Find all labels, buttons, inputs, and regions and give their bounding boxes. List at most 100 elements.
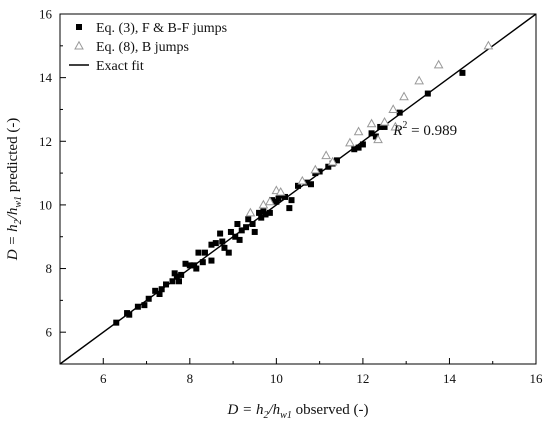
- square-point: [225, 249, 232, 256]
- square-point: [368, 130, 375, 137]
- square-point: [212, 240, 219, 247]
- triangle-point: [353, 126, 364, 136]
- triangle-point: [414, 75, 425, 85]
- triangle-point: [310, 164, 321, 174]
- square-point: [156, 291, 163, 297]
- square-point: [193, 265, 200, 272]
- square-point: [351, 146, 358, 153]
- y-tick-label: 6: [46, 325, 53, 340]
- square-point: [113, 319, 120, 326]
- square-point: [152, 287, 159, 294]
- plot-area-frame: [59, 13, 537, 365]
- square-point: [227, 228, 234, 235]
- y-tick-label: 14: [39, 70, 53, 85]
- y-axis-label: D = h2/hw1 predicted (-): [5, 118, 24, 262]
- square-point: [355, 144, 362, 151]
- square-point: [316, 168, 323, 175]
- x-tick-label: 12: [356, 371, 369, 386]
- square-point: [459, 69, 466, 76]
- square-point: [221, 244, 228, 251]
- legend-entry-label: Eq. (8), B jumps: [96, 40, 189, 55]
- y-tick-label: 8: [46, 261, 53, 276]
- square-point: [295, 182, 301, 189]
- x-tick-label: 6: [100, 371, 107, 386]
- square-point: [182, 260, 189, 267]
- square-point: [163, 281, 170, 288]
- triangle-point: [275, 186, 286, 196]
- square-point: [238, 227, 245, 234]
- square-point: [258, 214, 265, 221]
- x-axis-label: D = h2/hw1 observed (-): [227, 402, 369, 421]
- square-point: [303, 179, 310, 186]
- square-point: [217, 230, 224, 237]
- square-point: [282, 193, 289, 200]
- square-point: [266, 209, 273, 216]
- square-point: [286, 205, 293, 212]
- square-point: [377, 123, 384, 130]
- x-tick-label: 10: [270, 371, 283, 386]
- legend-entry-label: Eq. (3), F & B-F jumps: [96, 21, 227, 36]
- triangle-point: [390, 121, 401, 131]
- square-point: [275, 195, 282, 202]
- square-point: [191, 262, 198, 269]
- square-point: [176, 278, 182, 285]
- square-point: [359, 141, 366, 148]
- square-point: [243, 224, 250, 231]
- square-point: [186, 262, 193, 269]
- square-point: [245, 216, 252, 223]
- square-point: [171, 270, 178, 277]
- square-point: [232, 233, 239, 240]
- x-tick-label: 8: [187, 371, 194, 386]
- legend-entry-label: Exact fit: [96, 59, 144, 74]
- triangle-point: [483, 40, 494, 50]
- square-point: [288, 197, 295, 204]
- triangle-point: [258, 199, 269, 209]
- square-point: [236, 236, 243, 243]
- square-point: [372, 133, 379, 140]
- y-tick-label: 16: [39, 7, 53, 22]
- square-point: [208, 257, 215, 264]
- triangle-point: [379, 116, 390, 126]
- triangle-point: [245, 207, 256, 217]
- square-point: [178, 271, 185, 278]
- square-point: [219, 238, 226, 245]
- y-tick-label: 10: [39, 197, 52, 212]
- triangle-point: [265, 196, 275, 206]
- square-point: [201, 249, 208, 256]
- points-layer: [113, 40, 494, 326]
- triangle-point: [366, 118, 377, 128]
- square-point: [234, 221, 241, 227]
- square-point: [158, 286, 165, 293]
- square-point: [251, 228, 258, 235]
- legend: Eq. (3), F & B-F jumps Eq. (8), B jumps Ex…: [69, 21, 227, 74]
- square-point: [333, 157, 340, 164]
- square-point: [325, 163, 332, 170]
- r-squared-annotation: R2 = 0.989: [392, 120, 457, 139]
- triangle-point: [399, 91, 409, 101]
- square-point: [145, 295, 152, 302]
- triangle-point: [373, 134, 383, 144]
- square-point: [262, 211, 269, 218]
- square-point: [173, 273, 180, 280]
- square-point: [307, 181, 314, 188]
- square-point: [249, 221, 256, 227]
- y-tick-label: 12: [39, 134, 52, 149]
- square-point: [424, 90, 431, 97]
- square-point: [208, 241, 215, 248]
- x-tick-label: 14: [443, 371, 457, 386]
- square-point: [126, 311, 133, 318]
- triangle-point: [327, 156, 338, 166]
- square-point: [260, 208, 267, 215]
- square-point: [396, 109, 403, 116]
- square-point: [141, 302, 148, 309]
- square-point: [199, 259, 206, 266]
- legend-square-symbol: [76, 24, 82, 30]
- square-point: [256, 209, 263, 216]
- legend-triangle-symbol: [74, 40, 84, 50]
- triangle-point: [345, 137, 355, 147]
- triangle-point: [433, 59, 444, 69]
- triangle-point: [321, 150, 331, 160]
- square-point: [381, 123, 388, 130]
- axis-ticks: 6 8 10 12 14 16 6 8 10 12 14 16: [39, 7, 543, 387]
